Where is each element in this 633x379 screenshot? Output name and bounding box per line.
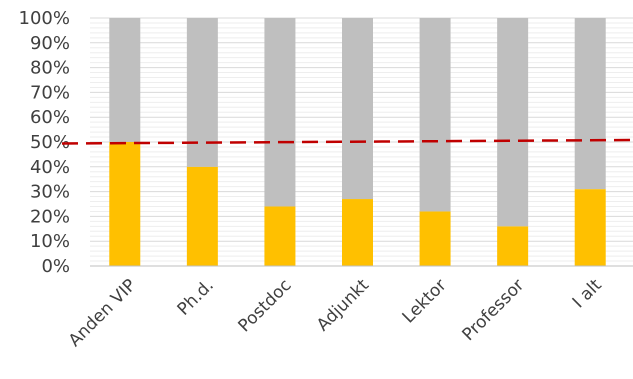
y-tick-label: 50% bbox=[30, 132, 70, 153]
y-tick-label: 10% bbox=[30, 231, 70, 252]
x-category-label: Ph.d. bbox=[174, 275, 218, 319]
x-category-label: Adjunkt bbox=[313, 275, 373, 335]
y-tick-label: 60% bbox=[30, 107, 70, 128]
y-tick-label: 40% bbox=[30, 157, 70, 178]
bars bbox=[109, 18, 606, 266]
y-tick-label: 80% bbox=[30, 58, 70, 79]
bar-segment-primary-6 bbox=[574, 189, 606, 266]
bar-segment-primary-4 bbox=[419, 211, 451, 266]
bar-segment-primary-0 bbox=[109, 142, 141, 266]
x-category-label: I alt bbox=[569, 275, 606, 312]
bar-segment-primary-3 bbox=[342, 199, 373, 266]
bar-segment-primary-5 bbox=[497, 226, 529, 266]
y-axis-tick-labels: 0% 10% 20% 30% 40% 50% 60% 70% 80% 90% 100% bbox=[19, 8, 70, 277]
bar-segment-primary-2 bbox=[264, 206, 296, 266]
bar-segment-remainder-1 bbox=[186, 18, 218, 167]
y-tick-label: 90% bbox=[30, 33, 70, 54]
x-category-label: Lektor bbox=[399, 275, 451, 327]
bar-segment-remainder-6 bbox=[574, 18, 606, 190]
y-tick-label: 70% bbox=[30, 82, 70, 103]
y-tick-label: 0% bbox=[41, 256, 70, 277]
x-category-label: Anden VIP bbox=[65, 275, 140, 350]
x-category-label: Postdoc bbox=[235, 275, 296, 336]
y-tick-label: 100% bbox=[19, 8, 70, 29]
bar-segment-remainder-2 bbox=[264, 18, 296, 207]
x-axis-category-labels: Anden VIP Ph.d. Postdoc Adjunkt Lektor Profes… bbox=[65, 275, 606, 351]
y-tick-label: 30% bbox=[30, 182, 70, 203]
bar-segment-primary-1 bbox=[186, 166, 218, 266]
bar-segment-remainder-5 bbox=[497, 18, 529, 227]
bar-segment-remainder-3 bbox=[342, 18, 373, 200]
x-category-label: Professor bbox=[459, 275, 529, 345]
y-tick-label: 20% bbox=[30, 206, 70, 227]
bar-segment-remainder-0 bbox=[109, 18, 141, 142]
bar-segment-remainder-4 bbox=[419, 18, 451, 212]
